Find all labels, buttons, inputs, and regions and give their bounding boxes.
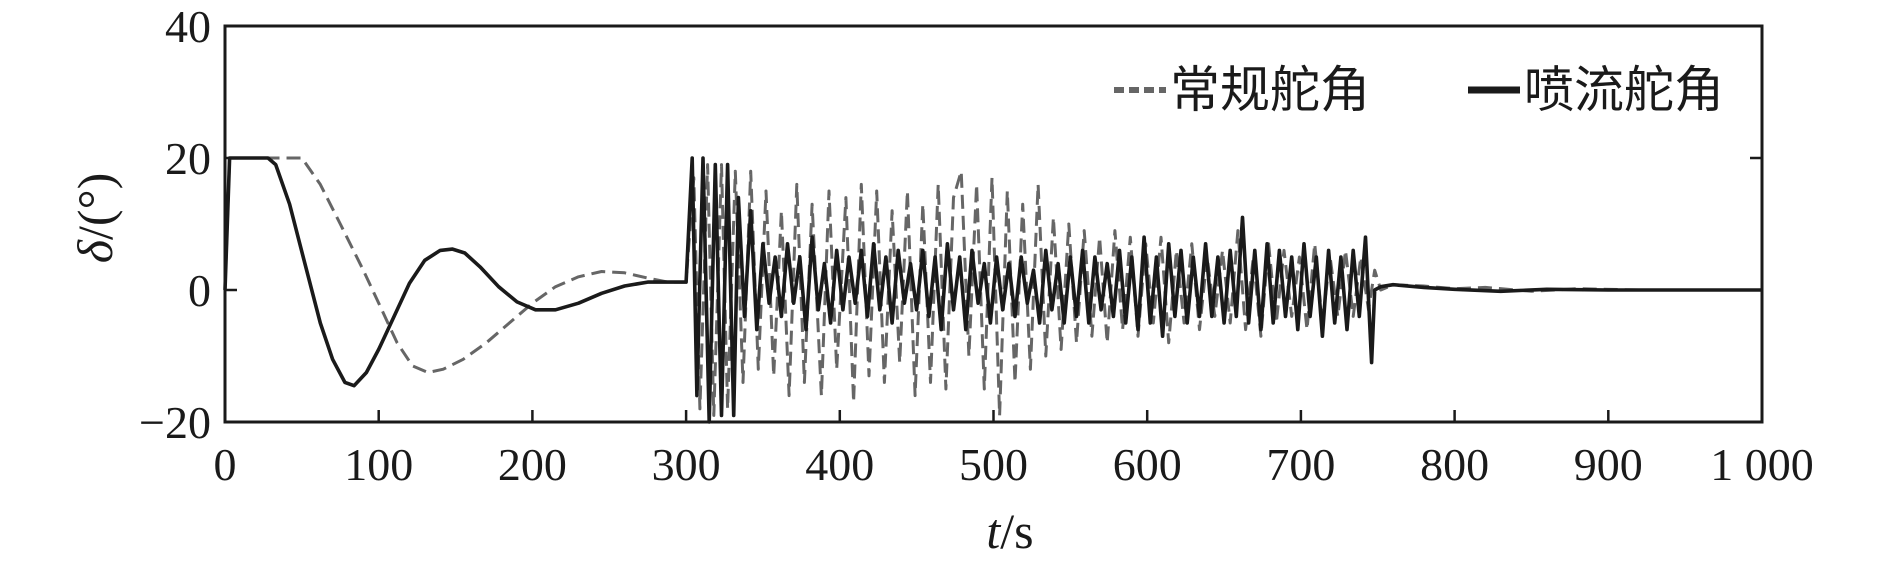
- x-tick-label: 500: [959, 439, 1028, 490]
- x-axis-variable: t: [986, 503, 1001, 559]
- series-group: [223, 156, 1762, 424]
- x-tick-label: 200: [498, 439, 567, 490]
- tick-group: [223, 24, 1764, 424]
- y-axis-variable: δ: [67, 239, 123, 263]
- y-tick-label: 40: [165, 1, 211, 52]
- tick-label-group: 0 100 200 300 400 500 600 700 800 900 1 000−200204…: [139, 1, 1814, 490]
- x-tick-label: 400: [805, 439, 874, 490]
- legend-label-1: 常规舵角: [1170, 62, 1370, 118]
- x-axis-label: t/s: [986, 503, 1033, 559]
- x-tick-label: 1 000: [1710, 439, 1814, 490]
- x-tick-label: 700: [1266, 439, 1335, 490]
- x-axis-unit: /s: [1000, 503, 1033, 559]
- series-line-2: [223, 156, 1762, 424]
- y-tick-label: 20: [165, 133, 211, 184]
- y-axis-label: δ/(°): [67, 173, 123, 263]
- legend: 常规舵角 喷流舵角: [1114, 62, 1724, 118]
- y-tick-label: −20: [139, 397, 211, 448]
- x-tick-label: 0: [214, 439, 237, 490]
- x-tick-label: 100: [344, 439, 413, 490]
- y-tick-label: 0: [188, 265, 211, 316]
- x-tick-label: 300: [652, 439, 721, 490]
- y-axis-unit: /(°): [67, 173, 123, 240]
- x-tick-label: 900: [1574, 439, 1643, 490]
- legend-label-2: 喷流舵角: [1524, 62, 1724, 118]
- x-tick-label: 600: [1113, 439, 1182, 490]
- x-tick-label: 800: [1420, 439, 1489, 490]
